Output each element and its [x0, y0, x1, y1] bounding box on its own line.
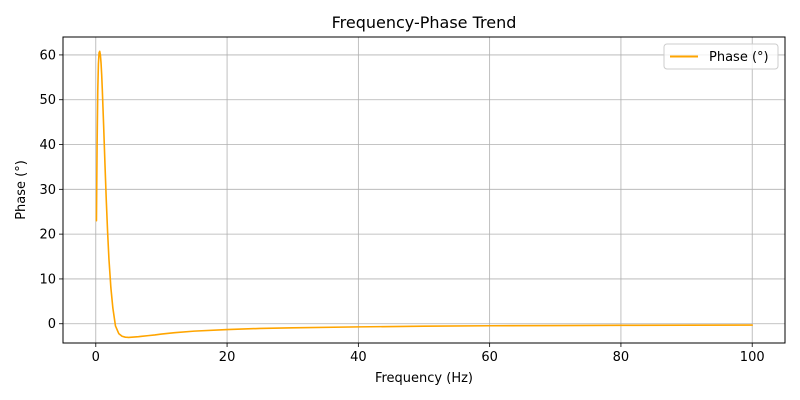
y-tick-label: 20 [39, 228, 56, 243]
x-tick-label: 40 [350, 350, 367, 365]
x-tick-label: 100 [740, 350, 765, 365]
y-tick-label: 0 [48, 317, 56, 332]
plot-frame [62, 36, 786, 344]
legend-box [663, 43, 779, 70]
y-tick-label: 60 [39, 48, 56, 63]
y-tick-label: 30 [39, 183, 56, 198]
tick-layer: 0 20 40 60 80 100 0 10 20 30 40 50 60 [39, 48, 764, 365]
grid-layer [63, 37, 785, 343]
x-axis-label: Frequency (Hz) [375, 371, 473, 386]
y-tick-label: 40 [39, 138, 56, 153]
x-tick-label: 20 [219, 350, 236, 365]
chart-title: Frequency-Phase Trend [332, 13, 517, 32]
legend: Phase (°) [663, 43, 779, 70]
series-line [95, 50, 754, 339]
x-tick-label: 0 [92, 350, 100, 365]
legend-label: Phase (°) [709, 50, 769, 65]
x-tick-label: 60 [481, 350, 498, 365]
y-axis-label: Phase (°) [14, 160, 29, 220]
x-tick-label: 80 [613, 350, 630, 365]
series-layer [95, 50, 754, 339]
y-tick-label: 50 [39, 93, 56, 108]
y-tick-label: 10 [39, 272, 56, 287]
